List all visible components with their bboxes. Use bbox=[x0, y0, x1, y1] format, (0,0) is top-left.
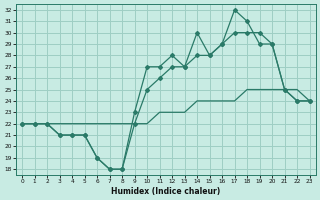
X-axis label: Humidex (Indice chaleur): Humidex (Indice chaleur) bbox=[111, 187, 220, 196]
